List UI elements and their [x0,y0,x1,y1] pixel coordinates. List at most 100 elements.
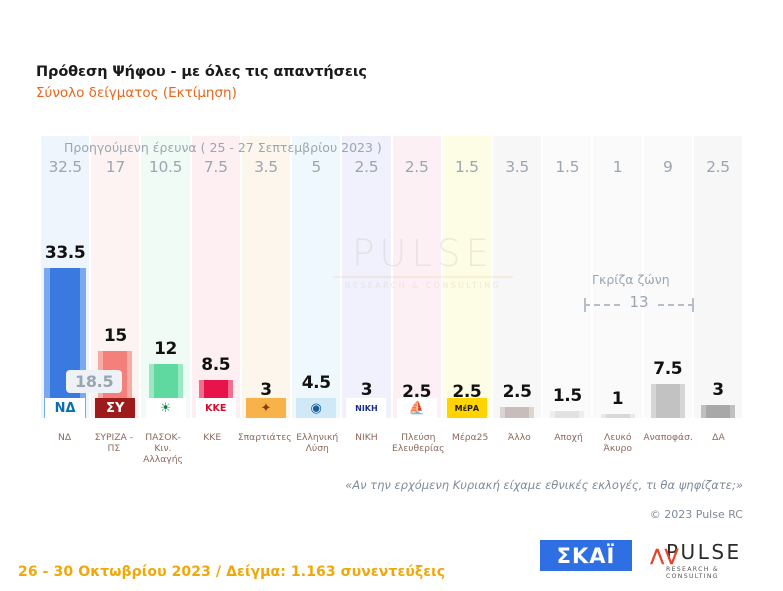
bar-column-13[interactable]: 9 7.5 [643,136,693,418]
current-value: 3 [260,379,272,400]
previous-value: 17 [105,158,125,176]
pulse-logo-subtext: RESEARCH & CONSULTING [666,566,720,580]
grey-zone-bracket: 13 [584,293,694,314]
pulse-wave-icon: ⋀⋁ [650,546,679,566]
bar[interactable] [500,406,535,418]
current-value: 8.5 [201,354,231,375]
bar[interactable] [44,267,87,418]
party-logo-icon: ΜέΡΑ [446,398,487,418]
column-background [342,136,391,418]
party-logo-icon: ΣΥ [95,398,136,418]
bar-column-14[interactable]: 2.5 3 [693,136,743,418]
previous-value: 3.5 [505,158,529,176]
party-logo-icon: ◉ [296,398,337,418]
bar[interactable] [700,404,735,418]
current-value: 4.5 [301,372,331,393]
axis-label-10: Άλλο [507,432,531,443]
bar-column-6[interactable]: 5 4.5 ◉ [291,136,341,418]
previous-value: 10.5 [148,158,183,176]
column-background [543,136,592,418]
previous-value: 3.5 [254,158,278,176]
axis-label-12: Λευκό Άκυρο [603,432,633,454]
current-value: 33.5 [44,242,86,263]
question-note: «Αν την ερχόμενη Κυριακή είχαμε εθνικές … [345,478,743,492]
current-value: 2.5 [452,381,482,402]
previous-value: 9 [662,158,673,176]
party-logo-icon: ✦ [245,398,286,418]
grey-zone-label: Γκρίζα ζώνη [592,272,670,287]
column-background [442,136,491,418]
current-value: 2.5 [402,381,432,402]
axis-label-1: ΝΔ [58,432,72,443]
skai-logo: ΣΚΑΪ [540,540,632,571]
current-value: 3 [712,379,724,400]
current-value: 7.5 [653,359,683,380]
x-axis-labels: ΝΔ ΣΥΡΙΖΑ - ΠΣ ΠΑΣΟΚ-Κιν. Αλλαγής ΚΚΕ Σπαρτι… [40,432,743,466]
date-sample-text: 26 - 30 Οκτωβρίου 2023 / Δείγμα: 1.163 σ… [18,564,446,580]
bar-column-3[interactable]: 10.5 12 ☀ [140,136,190,418]
current-value: 15 [103,325,127,346]
current-value: 1 [611,388,624,409]
skai-logo-text: ΣΚΑΪ [556,543,616,568]
previous-survey-caption: Προηγούμενη έρευνα ( 25 - 27 Σεπτεμβρίου… [64,140,382,155]
column-background [241,136,291,418]
bar-column-10[interactable]: 3.5 2.5 [492,136,542,418]
axis-label-3: ΠΑΣΟΚ-Κιν. Αλλαγής [143,432,183,465]
chart-header: Πρόθεση Ψήφου - με όλες τις απαντήσεις Σ… [36,64,367,101]
bar[interactable] [550,411,585,418]
column-background [191,136,240,418]
column-background [693,136,743,418]
bar-column-8[interactable]: 2.5 2.5 ⛵ [392,136,442,418]
axis-label-5: Σπαρτιάτες [237,432,292,443]
bar-column-9[interactable]: 1.5 2.5 ΜέΡΑ [442,136,492,418]
previous-value: 5 [311,158,321,176]
bar-column-11[interactable]: 1.5 1.5 [542,136,592,418]
previous-value: 7.5 [203,158,228,176]
bar-column-4[interactable]: 7.5 8.5 ΚΚΕ [191,136,241,418]
party-logo-icon: ⛵ [396,398,437,418]
previous-value: 2.5 [404,158,429,176]
current-value: 1.5 [552,386,582,407]
axis-label-13: Αναποφάσ. [643,432,693,443]
column-background [593,136,642,418]
pulse-logo: ⋀⋁ PULSE RESEARCH & CONSULTING [650,540,770,580]
previous-value: 1.5 [555,158,580,176]
bar-column-7[interactable]: 2.5 3 ΝΙΚΗ [341,136,391,418]
bracket-tick-left [584,298,586,312]
page-title: Πρόθεση Ψήφου - με όλες τις απαντήσεις [36,64,367,80]
axis-label-4: ΚΚΕ [203,432,222,443]
grey-zone-value: 13 [629,293,649,311]
party-logo-icon: ΝΔ [45,398,86,418]
gap-badge: 18.5 [66,370,123,393]
bar[interactable] [600,413,635,418]
previous-value: 2.5 [354,158,379,176]
previous-value: 32.5 [48,158,82,176]
axis-label-8: Πλεύση Ελευθερίας [392,432,445,454]
bracket-line-right [658,304,694,306]
party-logo-icon: ΚΚΕ [195,398,236,418]
column-background [392,136,441,418]
bracket-line-left [584,304,620,306]
previous-value: 1 [612,158,623,176]
party-logo-icon: ΝΙΚΗ [346,398,387,418]
current-value: 2.5 [502,381,532,402]
column-background [643,136,692,418]
previous-value: 2.5 [706,158,730,176]
current-value: 3 [360,379,373,400]
axis-label-2: ΣΥΡΙΖΑ - ΠΣ [94,432,134,454]
axis-label-11: Αποχή [554,432,583,443]
axis-label-7: ΝΙΚΗ [355,432,378,443]
axis-label-6: Ελληνική Λύση [296,432,339,454]
pulse-logo-text: PULSE [666,540,742,564]
column-background [292,136,341,418]
bar-column-5[interactable]: 3.5 3 ✦ [241,136,291,418]
party-logo-icon: ☀ [145,398,186,418]
page-subtitle: Σύνολο δείγματος (Εκτίμηση) [36,85,237,101]
axis-label-9: Μέρα25 [451,432,489,443]
copyright-note: © 2023 Pulse RC [649,508,743,521]
axis-label-14: ΔΑ [712,432,725,443]
bracket-tick-right [692,298,694,312]
bar[interactable] [650,384,685,418]
previous-value: 1.5 [454,158,479,176]
